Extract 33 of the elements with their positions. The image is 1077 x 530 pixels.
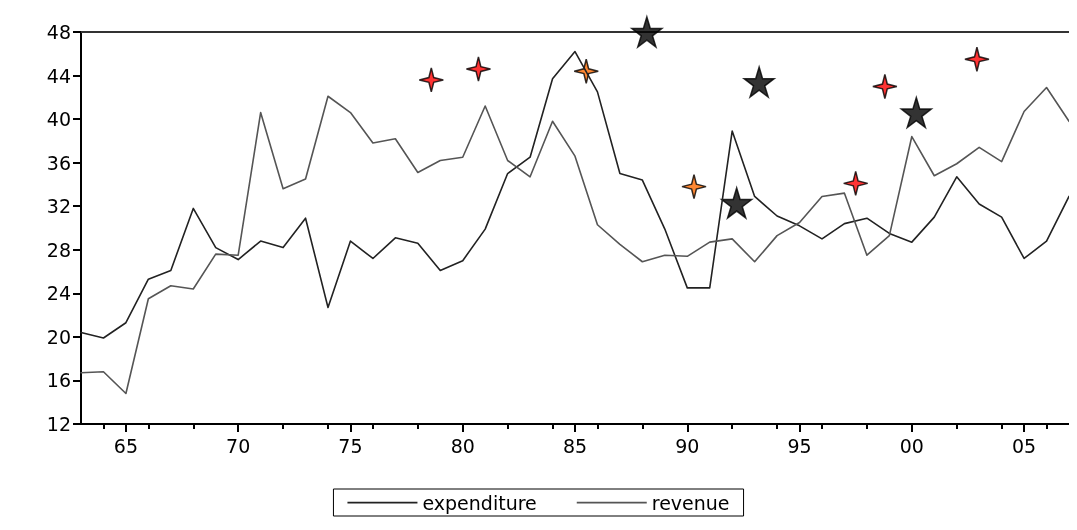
y-tick-label: 40	[46, 108, 71, 131]
x-tick-label: 95	[787, 434, 812, 457]
point	[842, 170, 869, 197]
x-tick-label: 65	[113, 434, 138, 457]
y-tick-label: 28	[46, 238, 71, 261]
y-tick-label: 24	[46, 282, 71, 305]
x-tick-label: 05	[1012, 434, 1037, 457]
y-tick-label: 12	[46, 413, 71, 435]
x-tick-label: 80	[450, 434, 475, 457]
line-series	[80, 86, 1069, 395]
y-tick-label: 48	[46, 21, 71, 43]
x-tick-label: 75	[338, 434, 363, 457]
legend-label: expenditure	[422, 491, 537, 514]
legend-label: revenue	[651, 491, 730, 514]
point	[720, 187, 753, 219]
y-tick-label: 36	[46, 151, 71, 174]
line-series	[80, 50, 1069, 339]
point	[418, 67, 445, 93]
x-tick-label: 90	[675, 434, 700, 457]
point	[872, 73, 898, 100]
point	[743, 66, 775, 98]
x-tick-label: 85	[562, 434, 588, 457]
point	[631, 16, 663, 48]
point	[681, 173, 707, 200]
y-tick-label: 16	[46, 369, 71, 392]
y-tick-label: 32	[46, 195, 71, 218]
point	[465, 56, 492, 82]
point	[964, 46, 990, 72]
y-tick-label: 44	[46, 64, 71, 87]
x-tick-label: 00	[899, 434, 924, 457]
y-tick-label: 20	[46, 325, 71, 348]
point	[900, 96, 933, 129]
x-tick-label: 70	[226, 434, 251, 457]
